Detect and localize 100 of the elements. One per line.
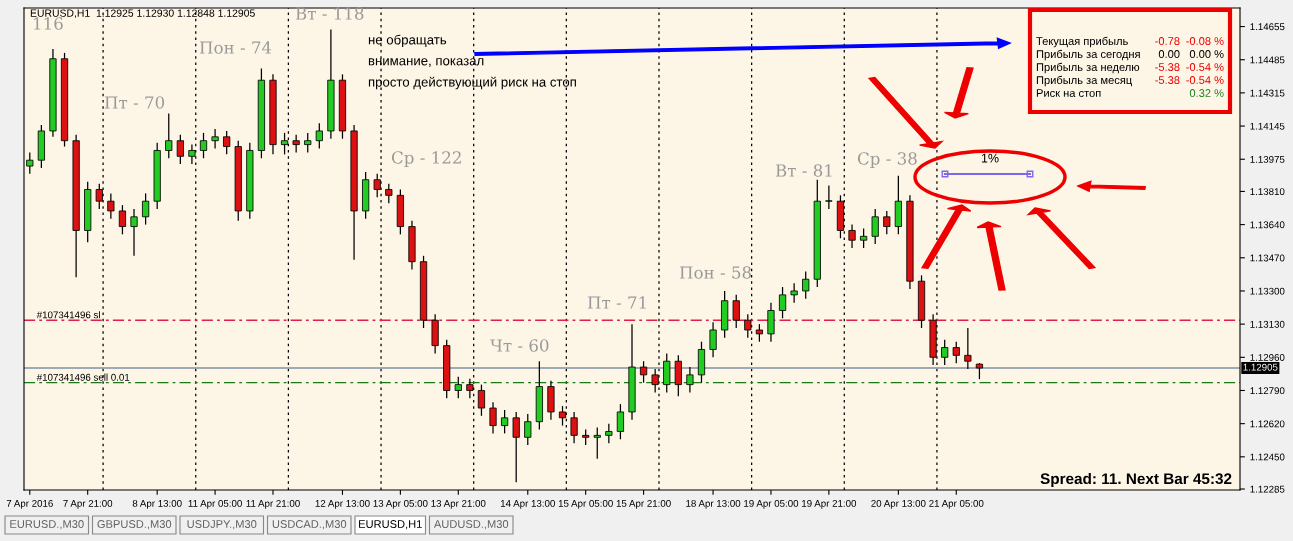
annotation: Spread: 11. Next Bar 45:32 bbox=[1040, 472, 1232, 488]
annotation: Прибыль за сегодня bbox=[1036, 49, 1140, 61]
annotation: Пон - 74 bbox=[199, 41, 272, 54]
candlestick bbox=[663, 352, 671, 394]
candlestick bbox=[686, 366, 694, 394]
x-tick-label: 13 Apr 05:00 bbox=[373, 499, 428, 509]
x-tick-label: 8 Apr 13:00 bbox=[132, 499, 182, 509]
annotation: Вт - 118 bbox=[295, 7, 364, 20]
text: AUDUSD.,M30 bbox=[433, 520, 509, 530]
text: USDCAD.,M30 bbox=[272, 520, 347, 530]
candlestick bbox=[524, 413, 532, 446]
ref-line-label: #107341496 sl bbox=[36, 311, 100, 319]
y-tick-label: 1.14485 bbox=[1250, 56, 1285, 64]
candlestick bbox=[454, 376, 462, 399]
x-tick-label: 13 Apr 21:00 bbox=[431, 499, 486, 509]
y-tick-label: 1.14145 bbox=[1250, 122, 1285, 130]
candlestick bbox=[107, 192, 115, 220]
annotation: Риск на стоп bbox=[1036, 89, 1101, 97]
annotation: Вт - 81 bbox=[775, 164, 832, 177]
text: GBPUSD.,M30 bbox=[97, 520, 172, 530]
annotation: Ср - 122 bbox=[391, 151, 461, 167]
candlestick bbox=[952, 341, 960, 364]
annotation: 0.00 bbox=[1158, 50, 1180, 58]
annotation: Текущая прибыль bbox=[1036, 36, 1128, 48]
annotation: -0.54 % bbox=[1186, 63, 1224, 71]
y-tick-label: 1.13470 bbox=[1250, 254, 1285, 262]
candlestick bbox=[825, 184, 833, 210]
annotation: Ср - 38 bbox=[857, 152, 917, 168]
candlestick bbox=[593, 426, 601, 460]
y-tick-label: 1.13810 bbox=[1250, 188, 1285, 196]
candlestick bbox=[871, 208, 879, 245]
x-tick-label: 19 Apr 05:00 bbox=[744, 499, 799, 509]
text: USDJPY.,M30 bbox=[187, 520, 257, 530]
y-tick-label: 1.12620 bbox=[1250, 420, 1285, 428]
candlestick bbox=[188, 143, 196, 165]
annotation: Пон - 58 bbox=[679, 266, 751, 279]
candlestick bbox=[118, 204, 127, 235]
x-tick-label: 12 Apr 13:00 bbox=[315, 499, 370, 509]
candlestick bbox=[860, 227, 868, 249]
annotation: Прибыль за месяц bbox=[1036, 75, 1132, 87]
candlestick bbox=[512, 411, 520, 483]
x-tick-label: 20 Apr 13:00 bbox=[871, 499, 926, 509]
annotation: Чт - 60 bbox=[490, 339, 549, 352]
candlestick bbox=[385, 183, 393, 204]
y-tick-label: 1.12450 bbox=[1250, 453, 1285, 461]
candlestick bbox=[304, 132, 312, 154]
candlestick bbox=[941, 339, 949, 366]
ref-line-label: 1.12905 bbox=[1243, 363, 1278, 371]
annotation: -0.54 % bbox=[1186, 76, 1224, 84]
candlestick bbox=[489, 401, 497, 435]
annotation: Пт - 71 bbox=[587, 296, 646, 309]
annotation: -5.38 bbox=[1155, 63, 1180, 71]
x-tick-label: 7 Apr 21:00 bbox=[63, 499, 113, 509]
candlestick bbox=[176, 134, 184, 165]
candlestick bbox=[142, 192, 150, 226]
x-tick-label: 7 Apr 2016 bbox=[6, 499, 53, 509]
candlestick bbox=[964, 327, 972, 370]
annotation: -0.78 bbox=[1155, 37, 1180, 45]
x-tick-label: 21 Apr 05:00 bbox=[929, 499, 984, 509]
ref-line-label: #107341496 sell 0.01 bbox=[36, 373, 130, 381]
annotation: 116 bbox=[34, 17, 63, 30]
candlestick bbox=[732, 294, 740, 329]
x-tick-label: 18 Apr 13:00 bbox=[686, 499, 741, 509]
y-tick-label: 1.14655 bbox=[1250, 23, 1285, 31]
x-tick-label: 14 Apr 13:00 bbox=[500, 499, 555, 509]
annotation: 1% bbox=[981, 153, 999, 163]
y-tick-label: 1.12960 bbox=[1250, 354, 1285, 361]
y-tick-label: 1.13975 bbox=[1250, 155, 1285, 163]
y-tick-label: 1.12790 bbox=[1250, 387, 1285, 395]
annotation: EURUSD,H1 1.12925 1.12930 1.12848 1.12905 bbox=[30, 9, 255, 19]
y-tick-label: 1.13300 bbox=[1250, 287, 1285, 295]
annotation: Пт - 70 bbox=[104, 96, 165, 109]
annotation: 0.00 % bbox=[1189, 50, 1224, 58]
candlestick bbox=[790, 282, 798, 304]
x-tick-label: 15 Apr 21:00 bbox=[616, 499, 671, 509]
candlestick bbox=[778, 286, 787, 319]
candlestick bbox=[315, 122, 323, 150]
x-tick-label: 15 Apr 05:00 bbox=[558, 499, 613, 509]
annotation: не обращать внимание, показал просто действующий риск на стоп bbox=[368, 34, 576, 90]
candlestick bbox=[223, 130, 231, 155]
candlestick bbox=[639, 360, 648, 384]
candlestick bbox=[767, 302, 775, 343]
annotation: -5.38 bbox=[1155, 76, 1180, 84]
candlestick bbox=[211, 128, 219, 150]
candlestick bbox=[165, 112, 173, 159]
candlestick bbox=[674, 354, 682, 397]
candlestick bbox=[848, 223, 856, 249]
candlestick bbox=[199, 132, 208, 159]
candlestick bbox=[883, 210, 891, 235]
candlestick bbox=[616, 403, 625, 440]
candlestick bbox=[130, 208, 138, 257]
x-tick-label: 19 Apr 21:00 bbox=[802, 499, 857, 509]
candlestick bbox=[802, 270, 810, 300]
annotation: 0.32 % bbox=[1189, 89, 1224, 97]
x-tick-label: 11 Apr 05:00 bbox=[188, 499, 242, 509]
annotation: Прибыль за неделю bbox=[1036, 62, 1140, 74]
text: EURUSD.,M30 bbox=[10, 520, 84, 530]
x-tick-label: 11 Apr 21:00 bbox=[246, 499, 300, 509]
candlestick bbox=[605, 423, 613, 444]
candlestick bbox=[709, 321, 717, 358]
